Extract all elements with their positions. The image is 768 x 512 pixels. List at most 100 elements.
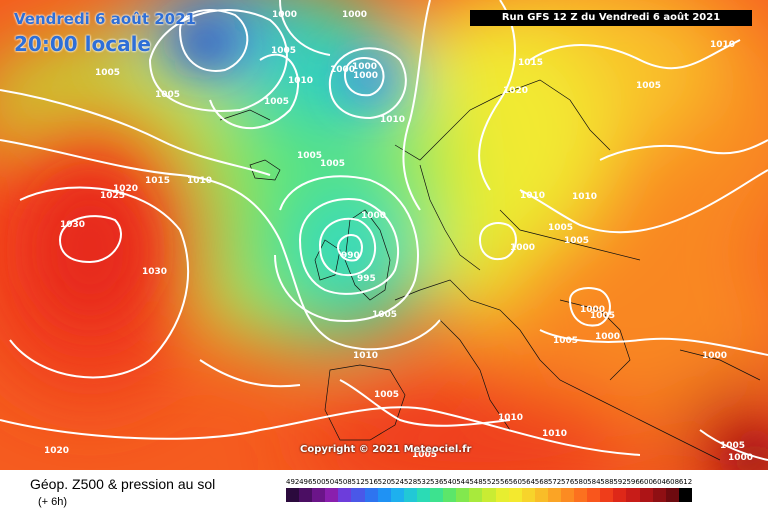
- copyright-text: Copyright © 2021 Meteociel.fr: [300, 444, 472, 455]
- legend-value: 492: [286, 478, 300, 486]
- model-run-label: Run GFS 12 Z du Vendredi 6 août 2021: [470, 10, 752, 26]
- isobar-label: 1025: [100, 191, 125, 201]
- legend-swatches: [286, 488, 692, 502]
- legend-swatch: [639, 488, 653, 502]
- isobar-label: 1010: [187, 176, 212, 186]
- isobar-label: 1005: [372, 310, 397, 320]
- isobar-label: 1010: [353, 351, 378, 361]
- isobar-label: 1005: [548, 223, 573, 233]
- legend-value: 516: [364, 478, 378, 486]
- legend-swatch: [508, 488, 522, 502]
- legend-value: 540: [443, 478, 457, 486]
- isobar-label: 1010: [542, 429, 567, 439]
- legend-swatch: [652, 488, 666, 502]
- legend-swatch: [338, 488, 352, 502]
- legend-value: 612: [678, 478, 693, 486]
- isobar-label: 995: [357, 274, 376, 284]
- isobar-label: 1005: [374, 390, 399, 400]
- legend-swatch: [430, 488, 444, 502]
- isobar-label: 1000: [728, 453, 753, 463]
- isobar-label: 1005: [564, 236, 589, 246]
- legend-swatch: [521, 488, 535, 502]
- legend-value: 584: [587, 478, 601, 486]
- legend-swatch: [312, 488, 326, 502]
- legend-value: 608: [665, 478, 680, 486]
- geopotential-map: 1000 1000 1005 1010 1000 1000 1005 1005 …: [0, 0, 768, 470]
- legend-swatch: [456, 488, 470, 502]
- legend-value: 580: [574, 478, 588, 486]
- legend-swatch: [587, 488, 601, 502]
- legend-swatch: [613, 488, 627, 502]
- isobar-label: 1000: [330, 65, 355, 75]
- legend-swatch: [416, 488, 431, 502]
- legend-labels: 492 496 500 504 508 512 516 520 524 528 532 536 540 5…: [286, 478, 692, 486]
- legend-swatch: [626, 488, 640, 502]
- isobar-label: 1005: [297, 151, 322, 161]
- isobar-label: 1005: [720, 441, 745, 451]
- isobar-label: 1000: [510, 243, 535, 253]
- color-legend: 492 496 500 504 508 512 516 520 524 528 532 536 540 5…: [286, 478, 692, 502]
- isobar-label: 1000: [272, 10, 297, 20]
- legend-value: 504: [325, 478, 339, 486]
- legend-value: 544: [456, 478, 470, 486]
- isobar-label: 1000: [595, 332, 620, 342]
- isobar-label: 1005: [271, 46, 296, 56]
- isobar-label: 1020: [503, 86, 528, 96]
- isobar-label: 1000: [342, 10, 367, 20]
- legend-swatch: [443, 488, 457, 502]
- isobar-label: 1005: [636, 81, 661, 91]
- legend-value: 552: [482, 478, 496, 486]
- legend-value: 520: [377, 478, 392, 486]
- isobar-label: 1000: [702, 351, 727, 361]
- legend-swatch: [495, 488, 509, 502]
- legend-value: 560: [508, 478, 522, 486]
- legend-value: 564: [521, 478, 536, 486]
- legend-swatch: [600, 488, 614, 502]
- legend-value: 592: [613, 478, 627, 486]
- forecast-offset: (+ 6h): [38, 496, 68, 508]
- isobar-label: 1000: [353, 71, 378, 81]
- legend-swatch: [665, 488, 679, 502]
- forecast-time: 20:00 locale: [14, 32, 151, 56]
- legend-value: 596: [626, 478, 640, 486]
- legend-value: 536: [430, 478, 444, 486]
- legend-swatch: [469, 488, 483, 502]
- isobar-label: 1000: [361, 211, 386, 221]
- legend-swatch: [482, 488, 496, 502]
- legend-value: 556: [495, 478, 509, 486]
- legend-swatch: [390, 488, 404, 502]
- isobar-labels: 1000 1000 1005 1010 1000 1000 1005 1005 …: [44, 10, 753, 463]
- isobar-label: 1005: [590, 311, 615, 321]
- legend-swatch: [560, 488, 575, 502]
- isobar-label: 1005: [95, 68, 120, 78]
- legend-value: 572: [547, 478, 562, 486]
- legend-value: 500: [312, 478, 326, 486]
- legend-value: 576: [560, 478, 575, 486]
- legend-swatch: [299, 488, 313, 502]
- legend-value: 524: [390, 478, 405, 486]
- isobar-label: 1010: [572, 192, 597, 202]
- isobar-label: 1005: [264, 97, 289, 107]
- isobar-label: 1015: [145, 176, 170, 186]
- legend-value: 512: [351, 478, 365, 486]
- legend-value: 496: [299, 478, 313, 486]
- isobar-label: 1015: [518, 58, 543, 68]
- legend-swatch: [574, 488, 588, 502]
- legend-swatch: [403, 488, 417, 502]
- legend-value: 548: [469, 478, 483, 486]
- legend-value: 600: [639, 478, 653, 486]
- isobar-label: 990: [341, 251, 360, 261]
- isobar-label: 1030: [142, 267, 167, 277]
- isobar-label: 1010: [498, 413, 523, 423]
- legend-swatch: [364, 488, 378, 502]
- isobars: [0, 0, 768, 461]
- isobar-label: 1010: [380, 115, 405, 125]
- isobar-label: 1010: [288, 76, 313, 86]
- isobar-label: 1005: [155, 90, 180, 100]
- legend-swatch: [351, 488, 365, 502]
- legend-swatch: [534, 488, 548, 502]
- isobar-label: 1010: [520, 191, 545, 201]
- coastlines: [219, 79, 761, 461]
- legend-value: 588: [600, 478, 614, 486]
